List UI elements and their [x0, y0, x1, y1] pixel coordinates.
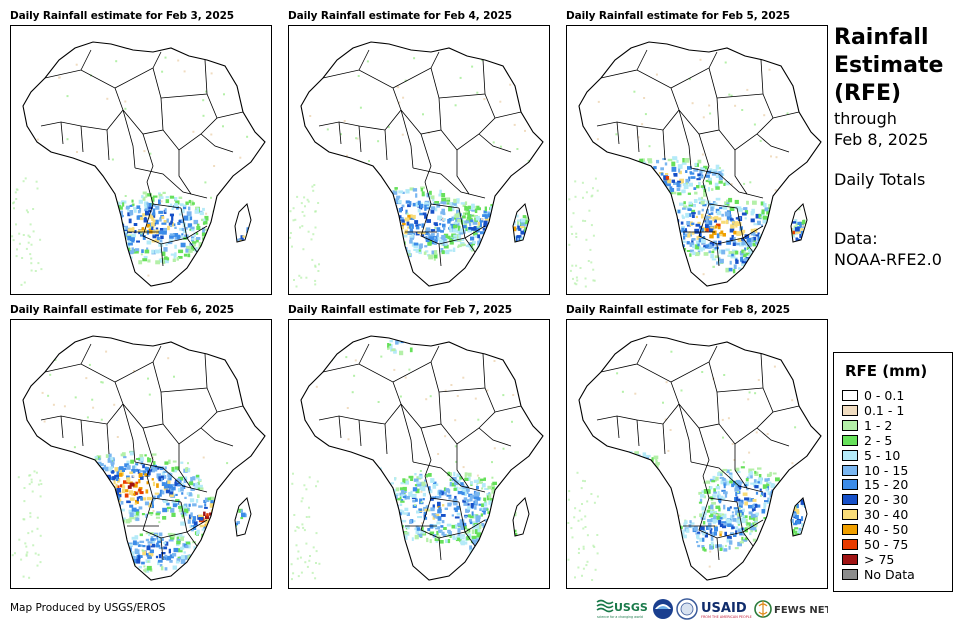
panel-title: Daily Rainfall estimate for Feb 6, 2025 — [10, 304, 234, 316]
usaid-logo: USAID FROM THE AMERICAN PEOPLE — [700, 598, 752, 620]
data-label: Data: — [834, 229, 878, 248]
data-source: NOAA-RFE2.0 — [834, 250, 942, 269]
svg-text:FROM THE AMERICAN PEOPLE: FROM THE AMERICAN PEOPLE — [701, 615, 752, 619]
panel-title: Daily Rainfall estimate for Feb 7, 2025 — [288, 304, 512, 316]
heading-title: Rainfall Estimate (RFE) — [834, 24, 966, 108]
legend-label: 0.1 - 1 — [864, 402, 905, 418]
heading-line-3: (RFE) — [834, 81, 902, 106]
legend-swatch — [842, 479, 858, 491]
legend-swatch — [842, 494, 858, 506]
panel-title: Daily Rainfall estimate for Feb 8, 2025 — [566, 304, 790, 316]
legend-swatch — [842, 553, 858, 565]
panel-title: Daily Rainfall estimate for Feb 4, 2025 — [288, 10, 512, 22]
legend-label: 2 - 5 — [864, 432, 893, 448]
legend-label: 5 - 10 — [864, 447, 901, 463]
heading-totals: Daily Totals — [834, 170, 926, 189]
svg-text:FEWS NET: FEWS NET — [774, 605, 828, 616]
legend-label: 40 - 50 — [864, 522, 909, 538]
legend-label: 20 - 30 — [864, 492, 909, 508]
heading-date: Feb 8, 2025 — [834, 130, 929, 149]
legend-item: > 75 — [842, 552, 894, 567]
legend-swatch — [842, 539, 858, 550]
panel-title: Daily Rainfall estimate for Feb 5, 2025 — [566, 10, 790, 22]
legend-swatch — [842, 449, 858, 461]
legend-label: No Data — [864, 566, 915, 582]
legend-label: 1 - 2 — [864, 417, 893, 433]
legend-item: 0.1 - 1 — [842, 403, 904, 418]
rainfall-map — [10, 25, 272, 295]
legend-title: RFE (mm) — [845, 362, 928, 380]
heading-line-1: Rainfall — [834, 25, 929, 50]
legend-item: 2 - 5 — [842, 433, 892, 448]
seal-logo — [676, 598, 698, 620]
legend-item: 1 - 2 — [842, 418, 892, 433]
legend-label: > 75 — [864, 551, 895, 567]
legend-label: 0 - 0.1 — [864, 388, 905, 403]
svg-text:science for a changing world: science for a changing world — [597, 615, 643, 619]
noaa-logo — [652, 598, 674, 620]
rainfall-map — [566, 25, 828, 295]
map-panel-feb7: Daily Rainfall estimate for Feb 7, 2025 — [288, 304, 550, 596]
map-heading: Rainfall Estimate (RFE) through Feb 8, 2… — [834, 24, 966, 270]
legend-swatch — [842, 404, 858, 416]
legend-label: 50 - 75 — [864, 537, 909, 552]
fewsnet-logo: FEWS NET — [754, 598, 832, 620]
rainfall-map — [288, 25, 550, 295]
map-panel-feb3: Daily Rainfall estimate for Feb 3, 2025 — [10, 10, 272, 302]
legend-item: 15 - 20 — [842, 477, 908, 492]
legend-item: 0 - 0.1 — [842, 388, 904, 403]
map-panel-feb8: Daily Rainfall estimate for Feb 8, 2025 — [566, 304, 828, 596]
legend-swatch — [842, 568, 858, 580]
svg-text:USGS: USGS — [614, 601, 648, 614]
legend-swatch — [842, 419, 858, 431]
svg-text:USAID: USAID — [701, 601, 747, 616]
map-panel-feb4: Daily Rainfall estimate for Feb 4, 2025 — [288, 10, 550, 302]
legend-swatch — [842, 434, 858, 446]
legend-label: 15 - 20 — [864, 477, 909, 493]
rainfall-map — [288, 319, 550, 589]
legend-label: 30 - 40 — [864, 507, 909, 523]
legend-item: 40 - 50 — [842, 522, 908, 537]
legend-item: 5 - 10 — [842, 448, 900, 463]
map-panel-feb6: Daily Rainfall estimate for Feb 6, 2025 — [10, 304, 272, 596]
rainfall-map — [10, 319, 272, 589]
panel-title: Daily Rainfall estimate for Feb 3, 2025 — [10, 10, 234, 22]
legend-swatch — [842, 464, 858, 476]
legend-item: 50 - 75 — [842, 537, 908, 552]
map-panel-feb5: Daily Rainfall estimate for Feb 5, 2025 — [566, 10, 828, 302]
credit-text: Map Produced by USGS/EROS — [10, 602, 166, 614]
legend-item: 20 - 30 — [842, 492, 908, 507]
legend-swatch — [842, 524, 858, 536]
legend-label: 10 - 15 — [864, 462, 909, 478]
legend-item: 30 - 40 — [842, 507, 908, 522]
usgs-logo: USGS science for a changing world — [596, 598, 648, 620]
heading-through: through — [834, 109, 897, 128]
logo-strip: USGS science for a changing world USAID … — [596, 598, 832, 620]
legend-swatch — [842, 390, 858, 401]
heading-line-2: Estimate — [834, 53, 944, 78]
rainfall-map — [566, 319, 828, 589]
legend-item: No Data — [842, 567, 915, 582]
legend-item: 10 - 15 — [842, 463, 908, 478]
legend-swatch — [842, 509, 858, 521]
